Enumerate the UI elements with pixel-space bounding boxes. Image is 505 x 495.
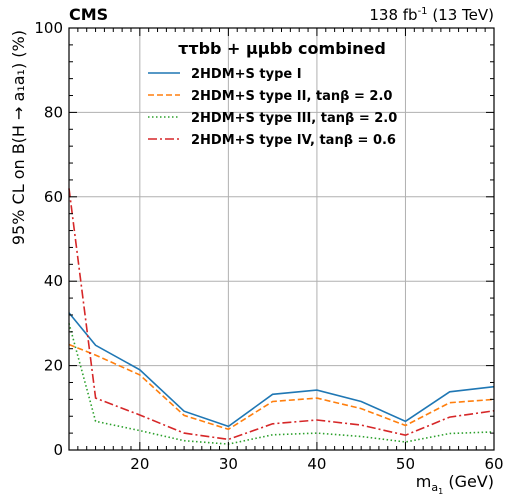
series-line-4 bbox=[68, 188, 495, 441]
grid bbox=[69, 28, 494, 450]
axis-ticks: 20 30 40 50 60 0 20 40 60 80 100 bbox=[34, 19, 503, 473]
series-line-2 bbox=[68, 343, 495, 431]
y-axis-label: 95% CL on B(H → a₁a₁) (%) bbox=[9, 30, 28, 245]
legend-label-4: 2HDM+S type IV, tanβ = 0.6 bbox=[191, 133, 396, 148]
x-tick-label: 30 bbox=[219, 455, 238, 473]
legend-label-1: 2HDM+S type I bbox=[191, 67, 302, 82]
legend: 2HDM+S type I 2HDM+S type II, tanβ = 2.0 2… bbox=[148, 67, 397, 148]
x-tick-label: 40 bbox=[307, 455, 326, 473]
series-line-1 bbox=[68, 312, 495, 428]
legend-label-2: 2HDM+S type II, tanβ = 2.0 bbox=[191, 89, 392, 104]
x-tick-label: 60 bbox=[484, 455, 503, 473]
luminosity-label: 138 fb-1 (13 TeV) bbox=[369, 6, 494, 24]
series-lines bbox=[68, 188, 495, 445]
x-tick-label: 20 bbox=[130, 455, 149, 473]
series-line-3 bbox=[68, 323, 495, 445]
x-axis-label: ma1 (GeV) bbox=[416, 472, 494, 495]
y-tick-label: 100 bbox=[34, 19, 63, 37]
y-tick-label: 0 bbox=[53, 441, 63, 459]
legend-label-3: 2HDM+S type III, tanβ = 2.0 bbox=[191, 111, 397, 126]
y-tick-label: 40 bbox=[44, 272, 63, 290]
y-tick-label: 20 bbox=[44, 357, 63, 375]
x-tick-label: 50 bbox=[396, 455, 415, 473]
legend-title: ττbb + μμbb combined bbox=[178, 39, 386, 58]
y-tick-label: 80 bbox=[44, 103, 63, 121]
y-tick-label: 60 bbox=[44, 188, 63, 206]
experiment-label: CMS bbox=[69, 5, 108, 24]
